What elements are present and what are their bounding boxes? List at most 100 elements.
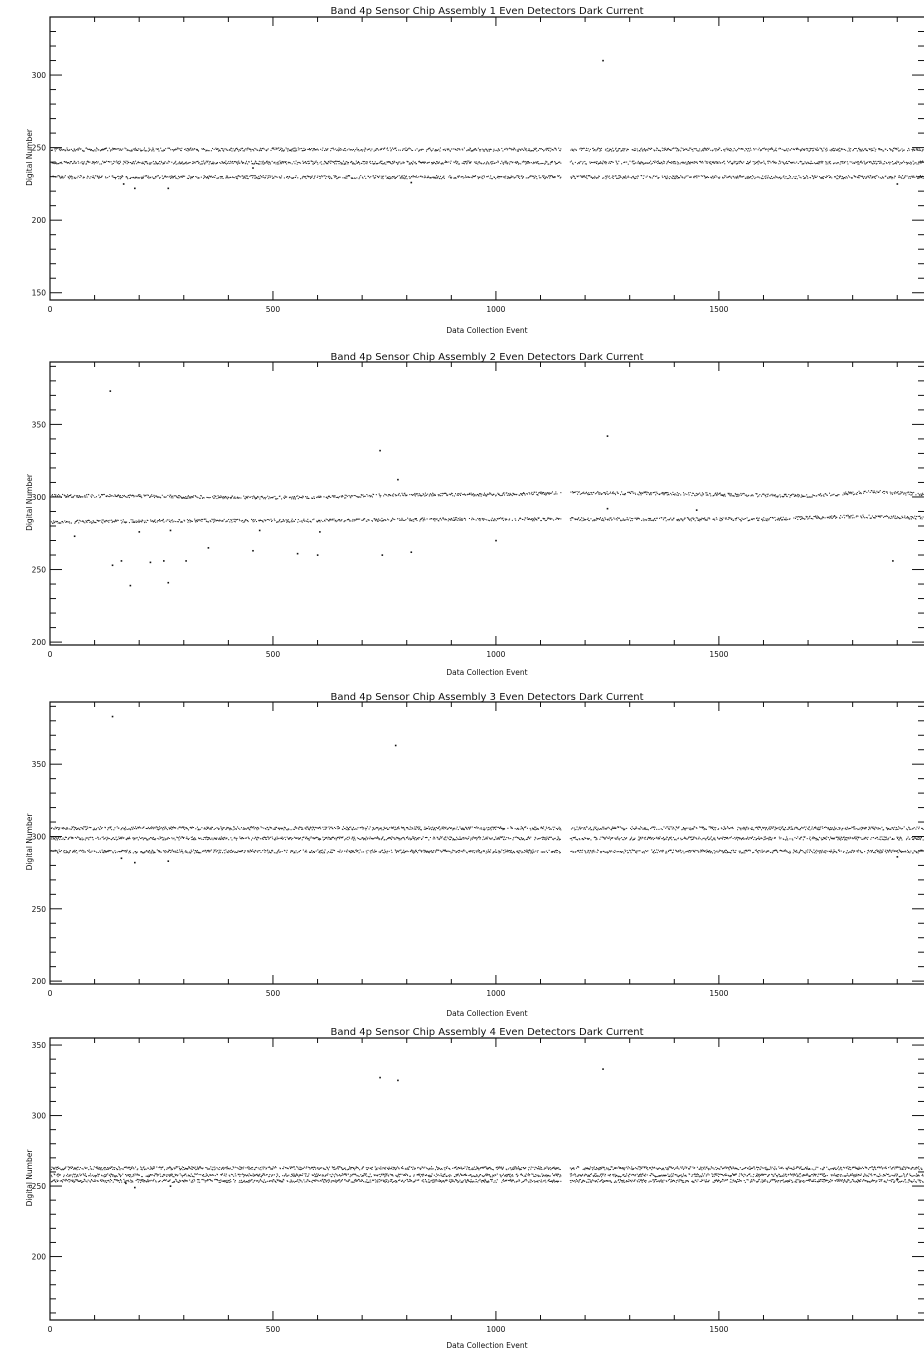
data-point xyxy=(735,494,737,496)
data-point xyxy=(689,492,691,494)
data-point xyxy=(180,175,182,177)
data-point xyxy=(833,150,835,152)
data-point xyxy=(680,175,682,177)
data-point xyxy=(732,162,734,164)
data-point xyxy=(286,148,288,150)
data-point xyxy=(245,148,247,150)
data-point xyxy=(861,162,863,164)
data-point xyxy=(133,496,135,498)
data-point xyxy=(710,177,712,179)
data-point xyxy=(286,521,288,523)
y-tick-label: 250 xyxy=(32,144,47,153)
data-point xyxy=(177,495,179,497)
data-point xyxy=(852,163,854,165)
data-point xyxy=(209,161,211,163)
data-point xyxy=(218,150,220,152)
data-point xyxy=(230,147,232,149)
data-point xyxy=(704,149,706,151)
data-point xyxy=(760,149,762,151)
data-point xyxy=(440,493,442,495)
data-point xyxy=(579,519,581,521)
data-point xyxy=(658,162,660,164)
data-point xyxy=(468,149,470,151)
data-point xyxy=(156,163,158,165)
data-point xyxy=(543,150,545,152)
data-point xyxy=(509,494,511,496)
data-point xyxy=(493,493,495,495)
data-point xyxy=(125,496,127,498)
data-point xyxy=(285,519,287,521)
data-point xyxy=(354,178,356,180)
data-point xyxy=(535,491,537,493)
data-point xyxy=(915,162,917,164)
data-point xyxy=(265,175,267,177)
data-point xyxy=(695,175,697,177)
data-point xyxy=(132,494,134,496)
data-point xyxy=(634,492,636,494)
data-point xyxy=(444,518,446,520)
data-point xyxy=(72,176,74,178)
data-point xyxy=(510,494,512,496)
data-point xyxy=(743,175,745,177)
data-point xyxy=(335,175,337,177)
data-point xyxy=(696,177,698,179)
data-point xyxy=(474,175,476,177)
data-point xyxy=(660,517,662,519)
data-point xyxy=(545,176,547,178)
data-point xyxy=(153,163,155,165)
data-point xyxy=(169,175,171,177)
data-point xyxy=(93,522,95,524)
data-point xyxy=(797,148,799,150)
data-point xyxy=(301,177,303,179)
data-point xyxy=(297,519,299,521)
data-point xyxy=(734,177,736,179)
data-point xyxy=(791,162,793,164)
data-point xyxy=(865,148,867,150)
data-point xyxy=(381,517,383,519)
data-point xyxy=(356,496,358,498)
data-point xyxy=(482,519,484,521)
data-point xyxy=(623,161,625,163)
data-point xyxy=(779,496,781,498)
data-point xyxy=(308,148,310,150)
data-point xyxy=(232,518,234,520)
data-point xyxy=(912,176,914,178)
data-point xyxy=(528,492,530,494)
data-point xyxy=(216,162,218,164)
data-point xyxy=(877,160,879,162)
data-point xyxy=(245,175,247,177)
data-point xyxy=(638,163,640,165)
data-point xyxy=(413,520,415,522)
data-point xyxy=(829,177,831,179)
data-point xyxy=(864,148,866,150)
data-point xyxy=(818,494,820,496)
data-point xyxy=(157,175,159,177)
data-point xyxy=(281,150,283,152)
data-point xyxy=(177,521,179,523)
data-point xyxy=(77,160,79,162)
data-point xyxy=(175,177,177,179)
data-point xyxy=(74,176,76,178)
data-point xyxy=(769,148,771,150)
data-point xyxy=(120,161,122,163)
data-point xyxy=(629,160,631,162)
data-point xyxy=(290,521,292,523)
data-point xyxy=(465,494,467,496)
data-point xyxy=(274,149,276,151)
data-point xyxy=(849,492,851,494)
data-point xyxy=(55,494,57,496)
data-point xyxy=(135,177,137,179)
data-point xyxy=(328,495,330,497)
data-point xyxy=(377,521,379,523)
data-point xyxy=(684,493,686,495)
data-point xyxy=(70,522,72,524)
data-point xyxy=(787,150,789,152)
data-point xyxy=(426,177,428,179)
data-point xyxy=(362,494,364,496)
data-point xyxy=(228,177,230,179)
data-point xyxy=(57,520,59,522)
data-point xyxy=(812,163,814,165)
data-point xyxy=(103,493,105,495)
data-point xyxy=(673,163,675,165)
data-point xyxy=(483,494,485,496)
